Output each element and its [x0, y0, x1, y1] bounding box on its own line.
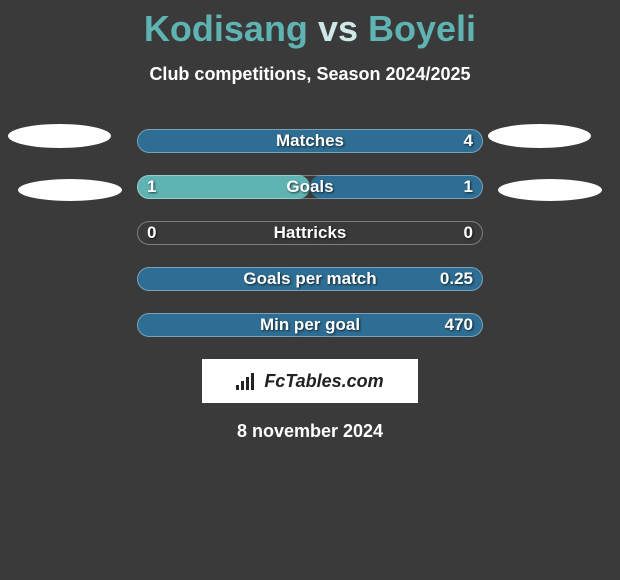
brand-badge[interactable]: FcTables.com — [202, 359, 418, 403]
stat-label: Matches — [276, 131, 344, 151]
title-vs: vs — [318, 8, 358, 49]
player-right-marker-top — [488, 124, 591, 148]
stat-label: Hattricks — [274, 223, 347, 243]
player-left-marker-bottom — [18, 179, 122, 201]
stat-left-value: 0 — [147, 223, 156, 243]
stat-bar-right — [310, 175, 483, 199]
page-title: Kodisang vs Boyeli — [0, 0, 620, 50]
stat-left-value: 1 — [147, 177, 156, 197]
stat-row-min-per-goal: Min per goal 470 — [137, 313, 483, 337]
title-right: Boyeli — [368, 8, 476, 49]
title-left: Kodisang — [144, 8, 308, 49]
stat-label: Goals — [286, 177, 333, 197]
stat-right-value: 1 — [464, 177, 473, 197]
stat-row-goals: 1 Goals 1 — [137, 175, 483, 199]
stat-right-value: 0.25 — [440, 269, 473, 289]
bar-chart-icon — [236, 372, 258, 390]
stat-row-matches: Matches 4 — [137, 129, 483, 153]
stat-row-hattricks: 0 Hattricks 0 — [137, 221, 483, 245]
stat-right-value: 470 — [445, 315, 473, 335]
player-left-marker-top — [8, 124, 111, 148]
stat-label: Goals per match — [243, 269, 376, 289]
stat-label: Min per goal — [260, 315, 360, 335]
stat-row-goals-per-match: Goals per match 0.25 — [137, 267, 483, 291]
subtitle: Club competitions, Season 2024/2025 — [0, 64, 620, 85]
stats-container: Matches 4 1 Goals 1 0 Hattricks 0 Goals … — [137, 129, 483, 337]
stat-right-value: 4 — [464, 131, 473, 151]
stat-bar-left — [137, 175, 310, 199]
stat-right-value: 0 — [464, 223, 473, 243]
brand-text: FcTables.com — [264, 371, 383, 392]
footer-date: 8 november 2024 — [0, 421, 620, 442]
player-right-marker-bottom — [498, 179, 602, 201]
